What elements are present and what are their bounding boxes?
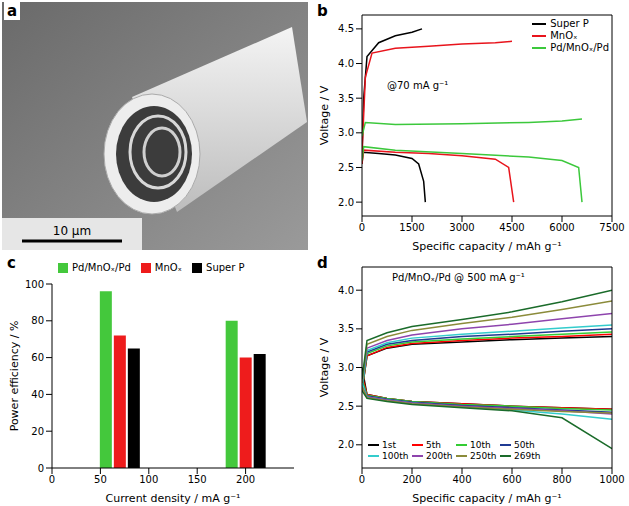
svg-text:40: 40 bbox=[31, 389, 44, 400]
html-text:Super P: Super P bbox=[206, 262, 245, 273]
html-text:5th: 5th bbox=[426, 440, 441, 450]
svg-text:1000: 1000 bbox=[599, 474, 624, 485]
svg-text:10 μm: 10 μm bbox=[53, 224, 91, 238]
svg-text:6000: 6000 bbox=[549, 222, 574, 233]
svg-text:20: 20 bbox=[31, 426, 44, 437]
html-text:250th: 250th bbox=[470, 451, 497, 461]
svg-text:4.5: 4.5 bbox=[338, 23, 354, 34]
html-text:Pd/MnOₓ/Pd: Pd/MnOₓ/Pd bbox=[550, 42, 609, 53]
svg-text:150: 150 bbox=[188, 474, 207, 485]
html-text:Pd/MnOₓ/Pd: Pd/MnOₓ/Pd bbox=[72, 262, 131, 273]
svg-text:2.5: 2.5 bbox=[338, 162, 354, 173]
svg-text:3000: 3000 bbox=[449, 222, 474, 233]
svg-text:0: 0 bbox=[49, 474, 55, 485]
svg-text:400: 400 bbox=[452, 474, 471, 485]
svg-text:Voltage / V: Voltage / V bbox=[318, 85, 331, 145]
svg-text:0: 0 bbox=[38, 463, 44, 474]
svg-text:Voltage / V: Voltage / V bbox=[318, 337, 331, 397]
html-text:200th: 200th bbox=[426, 451, 453, 461]
svg-text:50: 50 bbox=[94, 474, 107, 485]
svg-text:0: 0 bbox=[359, 222, 365, 233]
svg-text:60: 60 bbox=[31, 352, 44, 363]
svg-text:Specific capacity / mAh g⁻¹: Specific capacity / mAh g⁻¹ bbox=[412, 492, 561, 504]
svg-text:4500: 4500 bbox=[499, 222, 524, 233]
html-text:c: c bbox=[7, 254, 16, 272]
svg-text:3.0: 3.0 bbox=[338, 127, 354, 138]
svg-text:2.5: 2.5 bbox=[338, 401, 354, 412]
svg-text:7500: 7500 bbox=[599, 222, 624, 233]
html-text:MnOₓ: MnOₓ bbox=[154, 262, 183, 273]
svg-text:3.5: 3.5 bbox=[338, 93, 354, 104]
svg-text:800: 800 bbox=[552, 474, 571, 485]
html-text:b: b bbox=[317, 2, 328, 20]
svg-text:4.0: 4.0 bbox=[338, 285, 354, 296]
html-text:10th: 10th bbox=[470, 440, 491, 450]
svg-text:80: 80 bbox=[31, 315, 44, 326]
svg-text:3.0: 3.0 bbox=[338, 362, 354, 373]
svg-text:600: 600 bbox=[502, 474, 521, 485]
svg-text:Specific capacity / mAh g⁻¹: Specific capacity / mAh g⁻¹ bbox=[412, 240, 561, 252]
svg-text:1500: 1500 bbox=[399, 222, 424, 233]
html-text:50th: 50th bbox=[514, 440, 535, 450]
svg-text:2.0: 2.0 bbox=[338, 439, 354, 450]
html-text:100th: 100th bbox=[382, 451, 409, 461]
svg-text:4.0: 4.0 bbox=[338, 58, 354, 69]
html-text:d: d bbox=[317, 254, 328, 272]
svg-text:100: 100 bbox=[25, 279, 44, 290]
html-text:1st: 1st bbox=[382, 440, 396, 450]
html-text:MnOₓ: MnOₓ bbox=[550, 30, 578, 41]
svg-text:3.5: 3.5 bbox=[338, 323, 354, 334]
svg-text:Power efficiency / %: Power efficiency / % bbox=[8, 321, 21, 432]
svg-text:100: 100 bbox=[139, 474, 158, 485]
svg-text:200: 200 bbox=[402, 474, 421, 485]
svg-text:0: 0 bbox=[359, 474, 365, 485]
html-text:a: a bbox=[7, 2, 18, 20]
html-text:@70 mA g⁻¹: @70 mA g⁻¹ bbox=[387, 80, 449, 91]
svg-text:Current density / mA g⁻¹: Current density / mA g⁻¹ bbox=[106, 492, 241, 504]
html-text:Super P: Super P bbox=[550, 18, 589, 29]
html-text:Pd/MnOₓ/Pd @ 500 mA g⁻¹: Pd/MnOₓ/Pd @ 500 mA g⁻¹ bbox=[392, 272, 525, 283]
svg-text:2.0: 2.0 bbox=[338, 197, 354, 208]
svg-text:200: 200 bbox=[236, 474, 255, 485]
html-text:269th: 269th bbox=[514, 451, 541, 461]
